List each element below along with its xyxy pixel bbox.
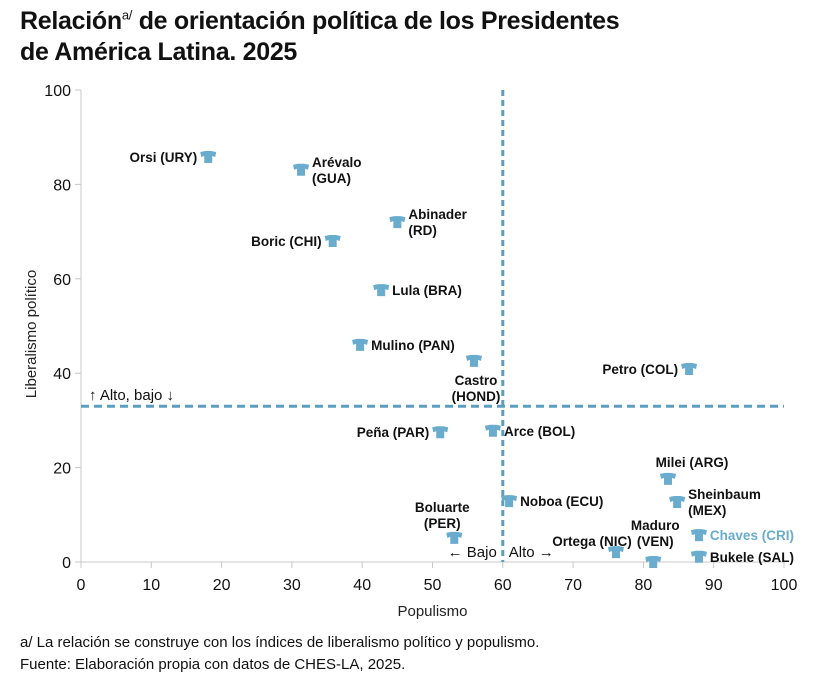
x-tick-label: 30 bbox=[283, 577, 301, 594]
data-point-label-line: Mulino (PAN) bbox=[371, 338, 455, 353]
data-point-label: Abinader (RD) bbox=[408, 207, 467, 238]
data-point-label-line: (VEN) bbox=[637, 534, 674, 549]
y-tick-label: 80 bbox=[53, 177, 71, 194]
data-point-label: Chaves (CRI) bbox=[710, 528, 794, 543]
data-point-label-line: Bukele (SAL) bbox=[710, 550, 794, 565]
data-point-marker bbox=[660, 472, 677, 485]
x-tick-label: 90 bbox=[705, 577, 723, 594]
footnote-source: Fuente: Elaboración propia con datos de … bbox=[20, 656, 406, 673]
data-point-label: Noboa (ECU) bbox=[520, 494, 603, 509]
data-point-marker bbox=[501, 495, 518, 508]
data-point-label: Castro (HOND) bbox=[452, 373, 501, 404]
x-tick-label: 70 bbox=[564, 577, 582, 594]
data-point-marker bbox=[607, 546, 624, 559]
data-point-marker bbox=[389, 216, 406, 229]
data-point-label-line: (RD) bbox=[408, 223, 437, 238]
data-point-label: Boric (CHI) bbox=[251, 234, 322, 249]
data-point-marker bbox=[690, 529, 707, 542]
x-tick-label: 20 bbox=[213, 577, 231, 594]
y-tick-label: 0 bbox=[62, 555, 71, 572]
data-point-marker bbox=[669, 496, 686, 509]
x-tick-label: 0 bbox=[77, 577, 86, 594]
x-tick-label: 50 bbox=[424, 577, 442, 594]
data-point-label-line: Sheinbaum bbox=[688, 487, 761, 502]
y-tick-label: 60 bbox=[53, 272, 71, 289]
data-point-label-line: Boric (CHI) bbox=[251, 234, 322, 249]
data-point-label-line: Peña (PAR) bbox=[357, 425, 430, 440]
title-line1-a: Relación bbox=[20, 7, 122, 35]
data-point-marker bbox=[645, 556, 662, 568]
data-point-label: Lula (BRA) bbox=[392, 283, 462, 298]
x-threshold-label-low: ← Bajo bbox=[448, 544, 497, 561]
x-tick-label: 40 bbox=[353, 577, 371, 594]
x-tick-label: 60 bbox=[494, 577, 512, 594]
data-point-label-line: (MEX) bbox=[688, 503, 726, 518]
data-point-label: Arce (BOL) bbox=[504, 424, 575, 439]
data-point-label: Petro (COL) bbox=[602, 362, 678, 377]
data-point-marker bbox=[681, 362, 698, 375]
data-point-label-line: Boluarte bbox=[415, 500, 470, 515]
data-point-marker bbox=[352, 338, 369, 351]
data-point-label-line: Lula (BRA) bbox=[392, 283, 462, 298]
x-axis-title: Populismo bbox=[397, 603, 467, 620]
data-point-label-line: Petro (COL) bbox=[602, 362, 678, 377]
data-point-label: Sheinbaum (MEX) bbox=[688, 487, 761, 518]
data-point-label-line: Chaves (CRI) bbox=[710, 528, 794, 543]
data-point-label-line: Noboa (ECU) bbox=[520, 494, 603, 509]
data-point-label-line: Milei (ARG) bbox=[656, 455, 729, 470]
data-point-marker bbox=[484, 424, 501, 437]
data-point-marker bbox=[293, 163, 310, 176]
data-point-label: Bukele (SAL) bbox=[710, 550, 794, 565]
x-threshold-label-high: Alto → bbox=[509, 544, 554, 561]
data-point-marker bbox=[690, 550, 707, 563]
data-point-label-line: Arévalo bbox=[312, 155, 362, 170]
data-point-label-line: Maduro bbox=[631, 518, 680, 533]
data-point-label: Maduro (VEN) bbox=[631, 518, 680, 549]
data-point-marker bbox=[446, 531, 463, 544]
footnote-note: a/ La relación se construye con los índi… bbox=[20, 634, 540, 651]
data-point-label-line: Castro bbox=[455, 373, 498, 388]
x-tick-label: 10 bbox=[142, 577, 160, 594]
data-point-label: Orsi (URY) bbox=[129, 150, 197, 165]
data-point-label: Arévalo (GUA) bbox=[312, 155, 362, 186]
x-tick-label: 80 bbox=[635, 577, 653, 594]
data-point-label-line: Arce (BOL) bbox=[504, 424, 575, 439]
data-point-marker bbox=[373, 284, 390, 297]
data-point-label-line: Abinader bbox=[408, 207, 467, 222]
data-point-label-line: Ortega (NIC) bbox=[552, 534, 632, 549]
footnotes: a/ La relación se construye con los índi… bbox=[20, 632, 539, 676]
data-point-label-line: (HOND) bbox=[452, 389, 501, 404]
data-point-label: Milei (ARG) bbox=[656, 455, 729, 470]
y-axis-title: Liberalismo político bbox=[23, 270, 40, 398]
data-point-label: Peña (PAR) bbox=[357, 425, 430, 440]
data-point-label: Boluarte (PER) bbox=[415, 500, 470, 531]
title-line1-b: de orientación política de los President… bbox=[132, 7, 620, 35]
y-threshold-label: ↑ Alto, bajo ↓ bbox=[89, 387, 174, 404]
x-tick-label: 100 bbox=[771, 577, 798, 594]
data-points bbox=[200, 151, 707, 568]
point-labels: Orsi (URY) Arévalo (GUA) Abinader (RD) Boric … bbox=[129, 150, 793, 565]
y-tick-label: 20 bbox=[53, 461, 71, 478]
data-point-marker bbox=[465, 354, 482, 367]
chart-title: Relacióna/ de orientación política de lo… bbox=[20, 6, 820, 68]
axes: 0 20 40 60 80 100 0 10 20 30 40 50 60 70 80 90 100 Populi… bbox=[23, 83, 797, 620]
data-point-marker bbox=[200, 151, 217, 164]
data-point-marker bbox=[432, 426, 449, 439]
title-superscript: a/ bbox=[121, 7, 133, 23]
data-point-label-line: Orsi (URY) bbox=[129, 150, 197, 165]
y-tick-label: 100 bbox=[44, 83, 71, 100]
data-point-marker bbox=[324, 235, 341, 248]
title-line2: de América Latina. 2025 bbox=[20, 38, 298, 66]
data-point-label: Ortega (NIC) bbox=[552, 534, 632, 549]
data-point-label: Mulino (PAN) bbox=[371, 338, 455, 353]
data-point-label-line: (PER) bbox=[424, 516, 461, 531]
y-tick-label: 40 bbox=[53, 366, 71, 383]
threshold-lines: ↑ Alto, bajo ↓ ← Bajo Alto → bbox=[81, 90, 784, 562]
data-point-label-line: (GUA) bbox=[312, 171, 351, 186]
